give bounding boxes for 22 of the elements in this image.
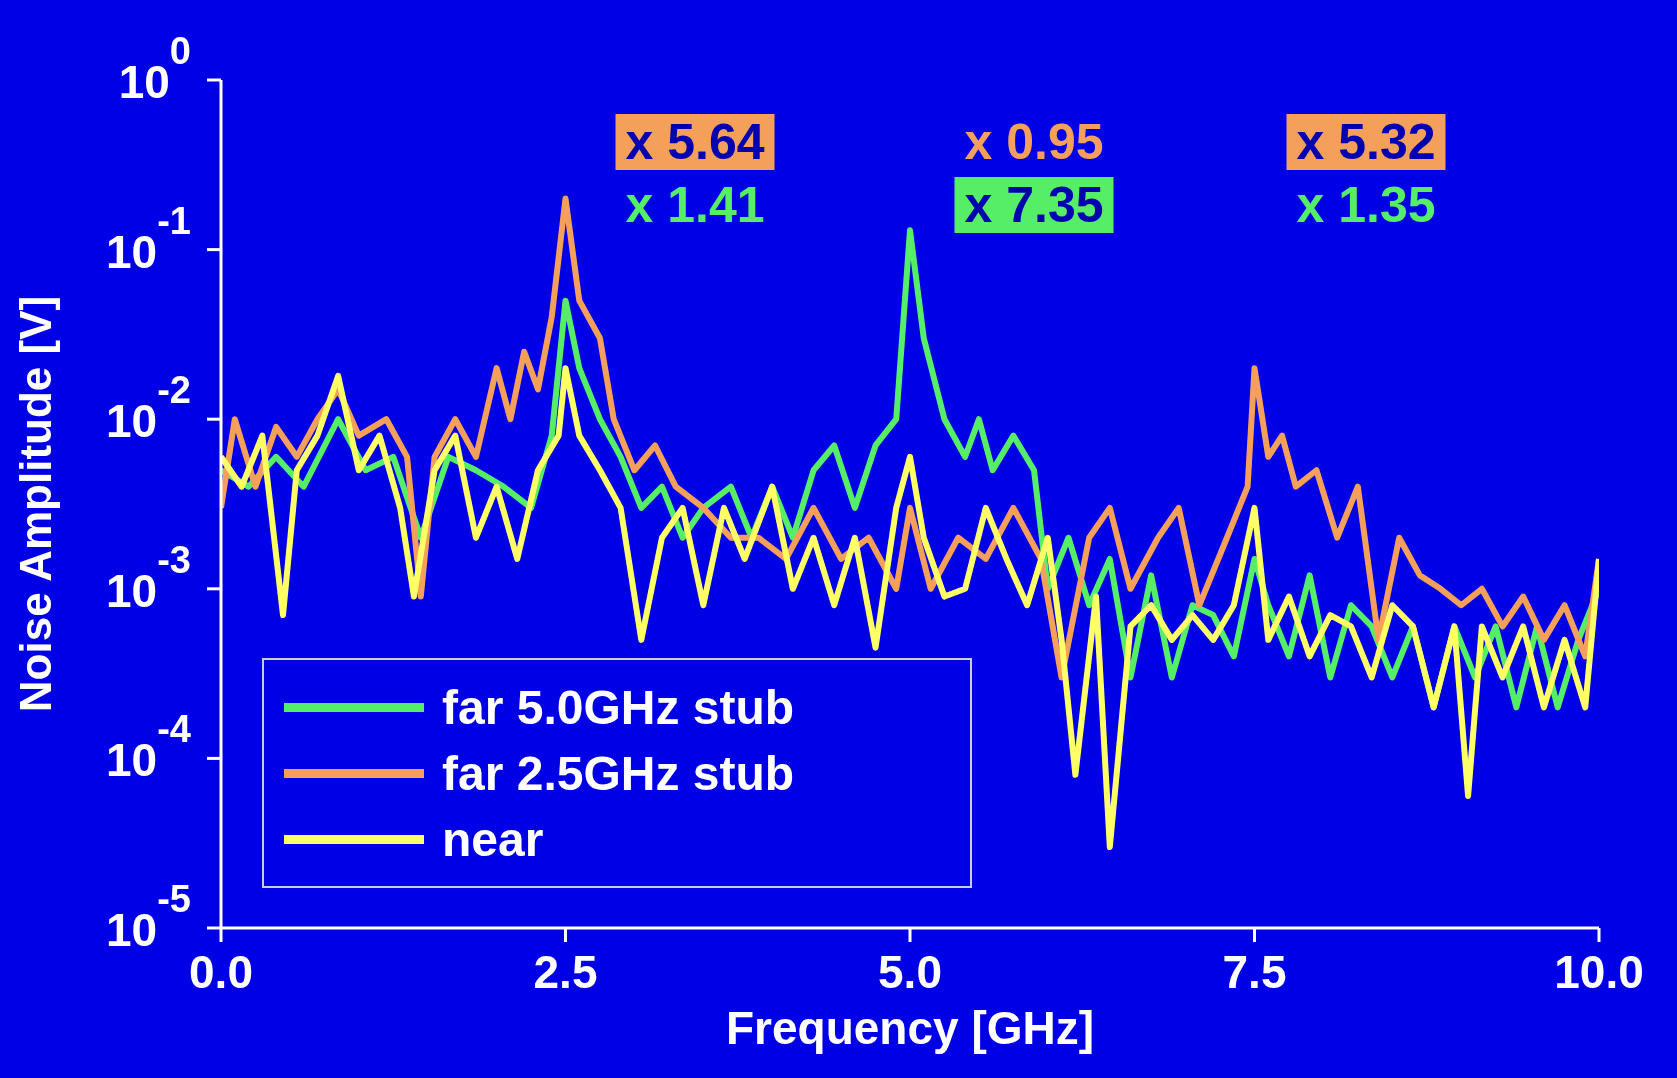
x-tick-label: 5.0 — [878, 946, 942, 998]
legend-label: near — [442, 811, 544, 867]
annotation: x 5.32 — [1286, 114, 1446, 170]
y-tick-label: 10$^{-2}$ — [106, 369, 191, 448]
y-tick-label: 10$^{-1}$ — [106, 199, 191, 278]
annotation: x 5.64 — [615, 114, 775, 170]
annotation: x 0.95 — [963, 114, 1105, 170]
y-axis-title: Noise Amplitude [V] — [11, 295, 61, 713]
x-tick-label: 2.5 — [533, 946, 598, 998]
y-tick-label: 10$^{-3}$ — [106, 538, 191, 617]
x-tick-label: 10.0 — [1554, 946, 1644, 998]
legend-label: far 5.0GHz stub — [442, 679, 795, 735]
x-tick-label: 7.5 — [1222, 946, 1287, 998]
legend-label: far 2.5GHz stub — [442, 745, 795, 801]
annotation: x 7.35 — [954, 177, 1114, 233]
y-tick-label: 10$^{-4}$ — [106, 708, 191, 787]
y-tick-label: 10$^{0}$ — [118, 29, 191, 108]
x-axis-title: Frequency [GHz] — [725, 1001, 1095, 1055]
x-tick-label: 0.0 — [189, 946, 253, 998]
y-tick-label: 10$^{-5}$ — [106, 877, 191, 956]
annotation: x 1.35 — [1295, 177, 1437, 233]
annotation: x 1.41 — [624, 177, 766, 233]
